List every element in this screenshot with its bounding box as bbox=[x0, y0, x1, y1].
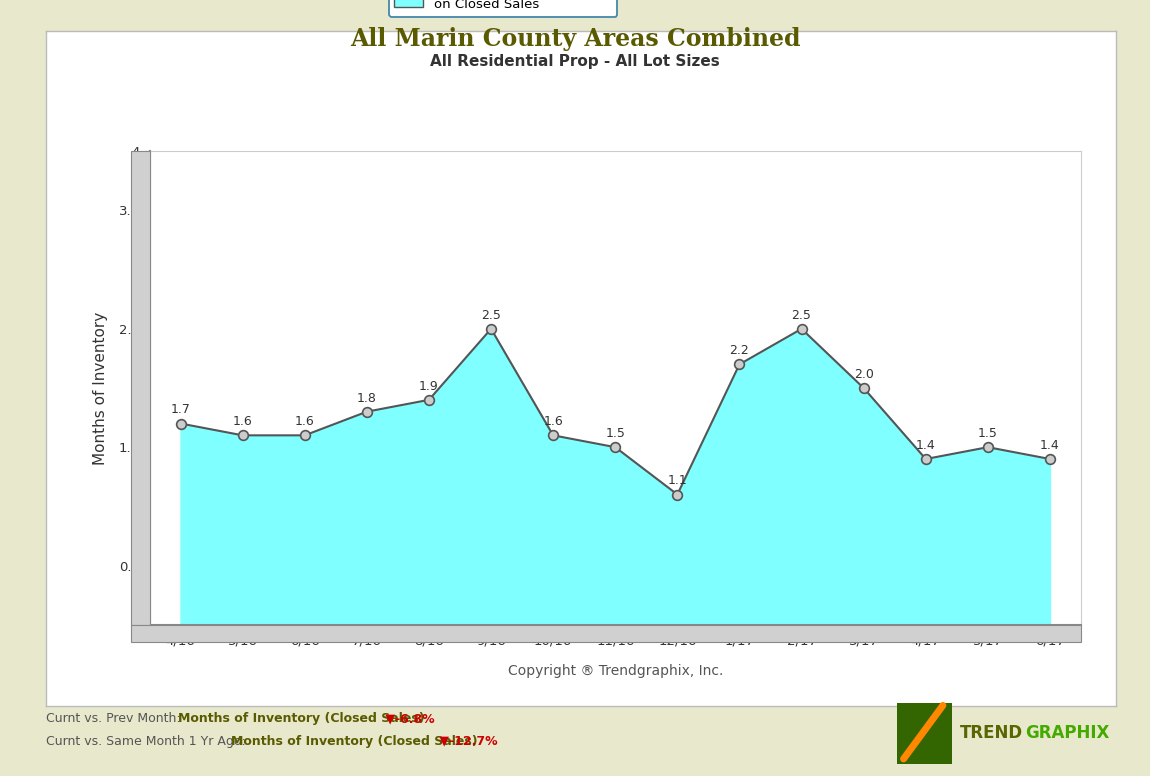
Text: 1.5: 1.5 bbox=[978, 427, 998, 440]
Text: ▼-12.7%: ▼-12.7% bbox=[435, 735, 497, 748]
Bar bbox=[897, 703, 952, 764]
Text: TREND: TREND bbox=[960, 724, 1024, 743]
Text: 1.4: 1.4 bbox=[915, 439, 936, 452]
X-axis label: Copyright ® Trendgraphix, Inc.: Copyright ® Trendgraphix, Inc. bbox=[507, 664, 723, 678]
Text: 1.6: 1.6 bbox=[294, 415, 315, 428]
Text: 1.1: 1.1 bbox=[667, 474, 688, 487]
Text: Curnt vs. Same Month 1 Yr Ago:: Curnt vs. Same Month 1 Yr Ago: bbox=[46, 735, 250, 748]
Text: GRAPHIX: GRAPHIX bbox=[1025, 724, 1110, 743]
Text: Months of Inventory (Closed Sales): Months of Inventory (Closed Sales) bbox=[177, 712, 424, 726]
Text: ▼-6.8%: ▼-6.8% bbox=[381, 712, 435, 726]
Text: 1.6: 1.6 bbox=[543, 415, 564, 428]
Text: 2.5: 2.5 bbox=[481, 309, 501, 322]
Text: All Residential Prop - All Lot Sizes: All Residential Prop - All Lot Sizes bbox=[430, 54, 720, 69]
Text: 1.7: 1.7 bbox=[170, 404, 191, 417]
Text: Months of Inventory (Closed Sales): Months of Inventory (Closed Sales) bbox=[231, 735, 478, 748]
Text: Curnt vs. Prev Month:: Curnt vs. Prev Month: bbox=[46, 712, 185, 726]
Text: 1.5: 1.5 bbox=[605, 427, 626, 440]
Y-axis label: Months of Inventory: Months of Inventory bbox=[92, 311, 108, 465]
Text: 1.9: 1.9 bbox=[419, 379, 439, 393]
Text: All Marin County Areas Combined: All Marin County Areas Combined bbox=[350, 27, 800, 51]
Text: 2.0: 2.0 bbox=[853, 368, 874, 381]
Text: 1.4: 1.4 bbox=[1040, 439, 1060, 452]
Legend: Months of Inventory based
on Closed Sales: Months of Inventory based on Closed Sale… bbox=[389, 0, 618, 16]
Text: 2.5: 2.5 bbox=[791, 309, 812, 322]
Text: 1.6: 1.6 bbox=[232, 415, 253, 428]
Text: 1.8: 1.8 bbox=[356, 392, 377, 404]
Text: 2.2: 2.2 bbox=[729, 345, 750, 357]
